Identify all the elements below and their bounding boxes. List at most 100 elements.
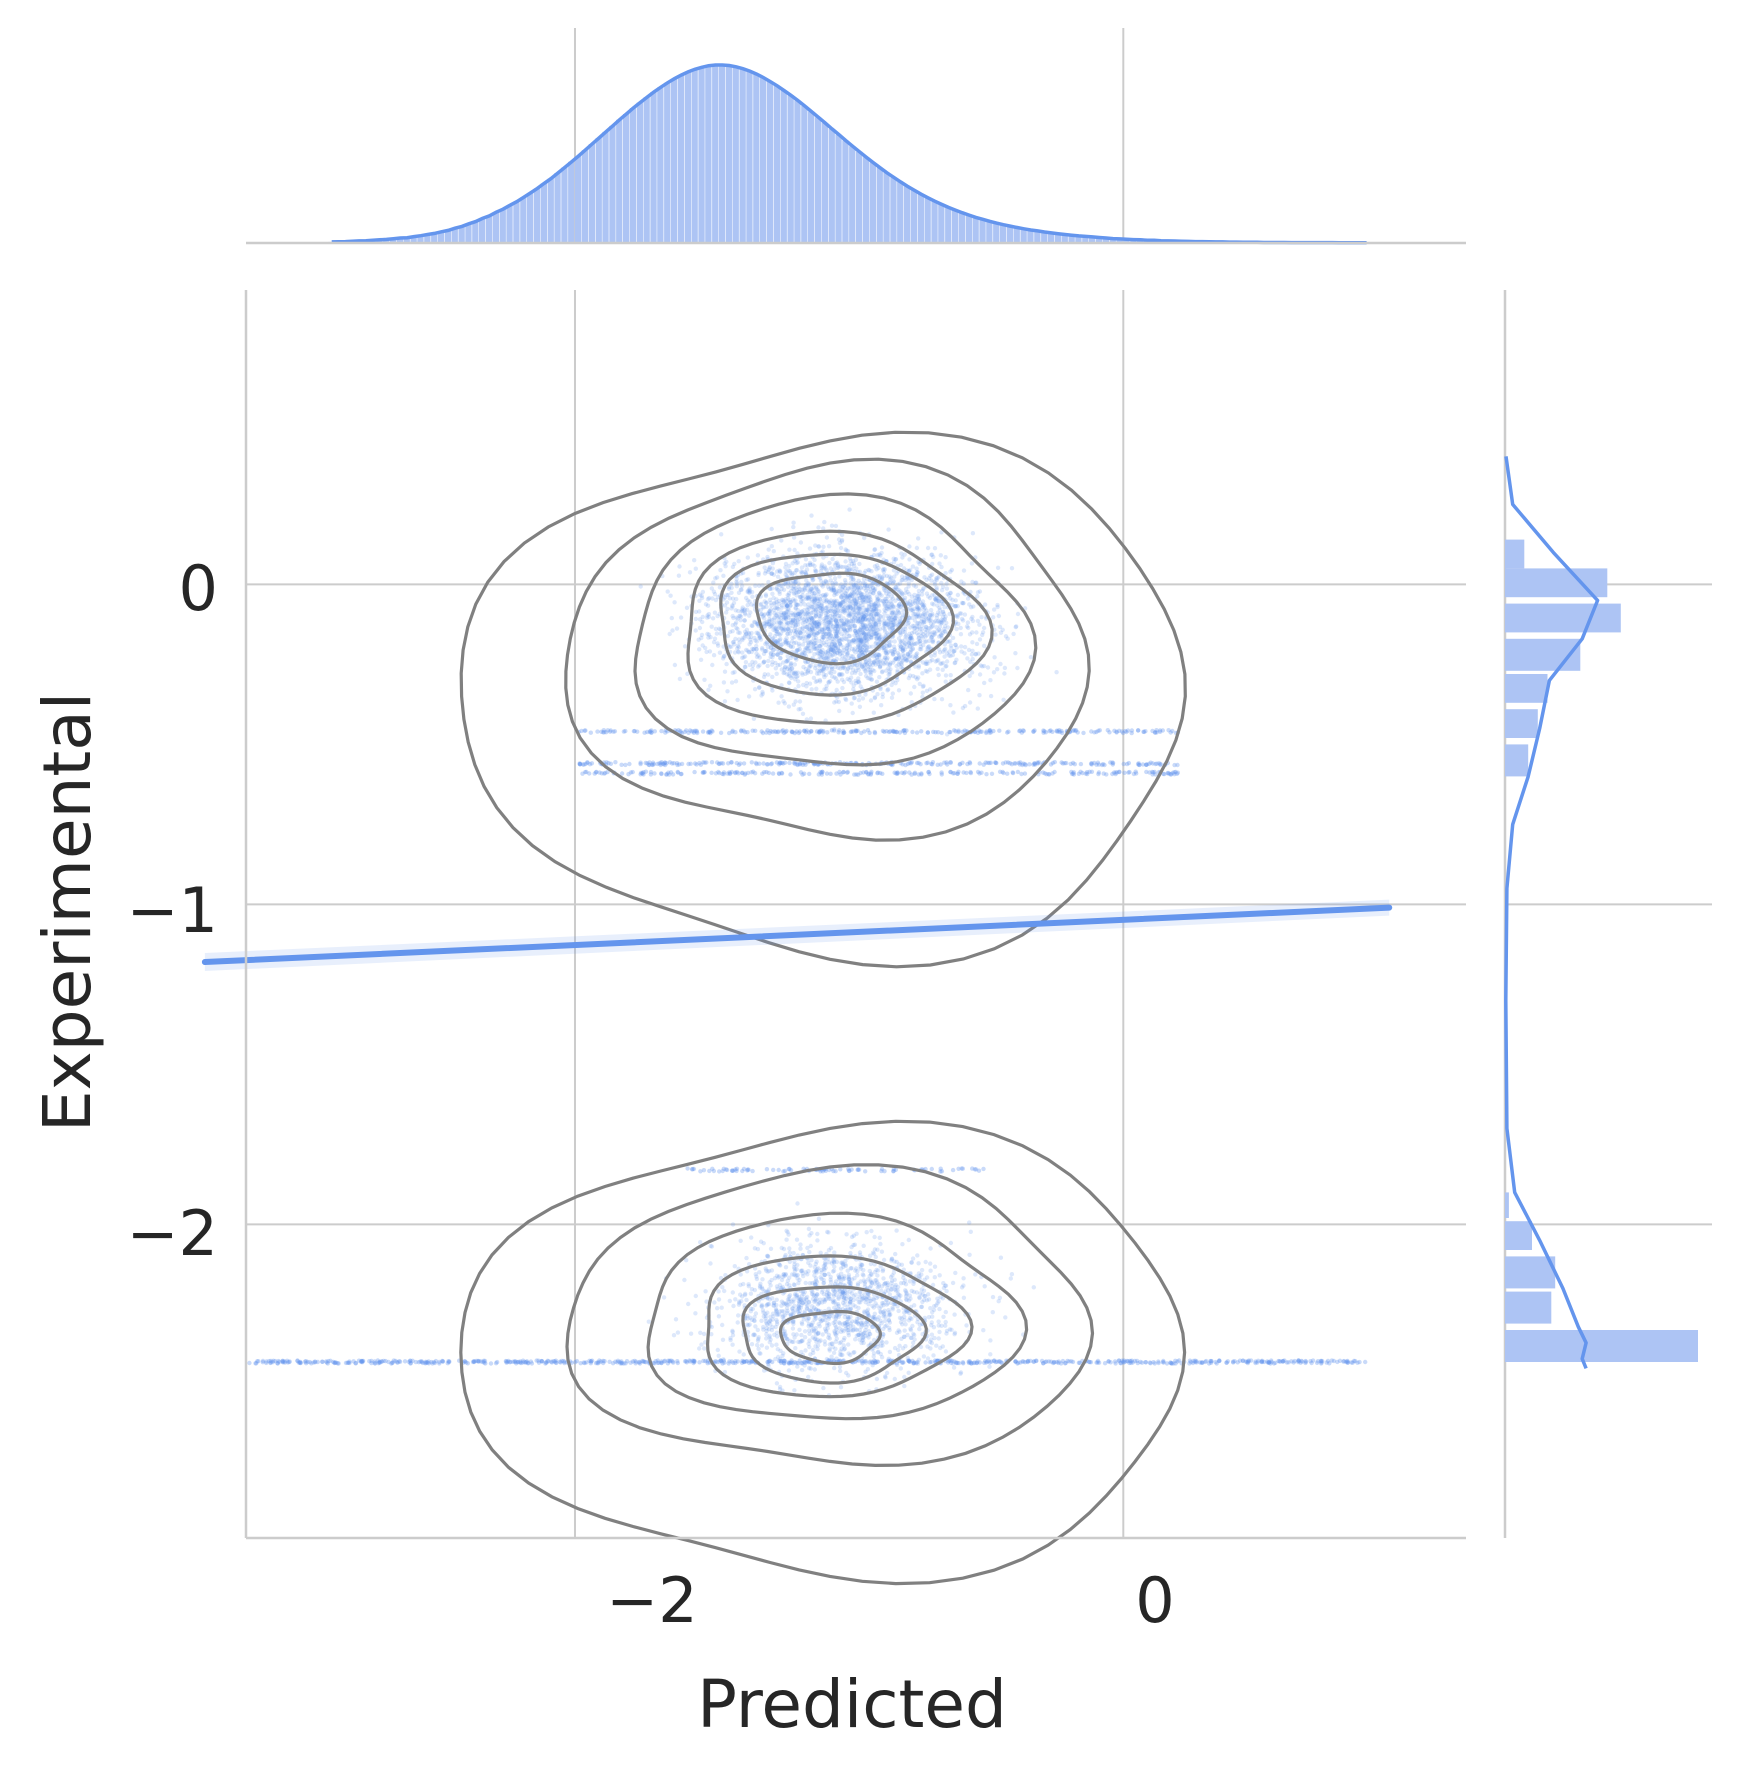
scatter-point: [887, 1349, 893, 1355]
scatter-point: [831, 658, 837, 663]
scatter-point: [858, 671, 863, 677]
scatter-point: [889, 602, 894, 607]
scatter-point: [864, 594, 869, 599]
scatter-point: [792, 1388, 797, 1393]
scatter-point: [829, 643, 834, 649]
scatter-point: [817, 643, 823, 649]
scatter-point: [812, 591, 817, 596]
scatter-point: [824, 592, 829, 597]
scatter-point: [781, 587, 787, 592]
scatter-point: [835, 629, 840, 634]
scatter-point: [884, 668, 889, 673]
scatter-point: [848, 618, 853, 624]
scatter-point: [845, 586, 851, 591]
scatter-point: [762, 648, 768, 654]
scatter-point: [897, 581, 903, 586]
scatter-point: [800, 626, 805, 631]
scatter-point: [693, 616, 698, 622]
scatter-point: [801, 1273, 806, 1279]
scatter-point: [724, 592, 729, 598]
scatter-point: [888, 575, 894, 580]
scatter-point: [868, 668, 873, 673]
scatter-point: [925, 645, 930, 650]
scatter-point: [742, 618, 747, 623]
scatter-point: [965, 656, 970, 661]
scatter-point: [730, 613, 735, 619]
scatter-point: [916, 632, 921, 638]
scatter-point: [702, 677, 707, 682]
scatter-point: [966, 625, 971, 630]
scatter-point: [732, 1264, 737, 1269]
scatter-point: [847, 633, 852, 639]
scatter-point: [902, 1383, 907, 1389]
scatter-point: [939, 697, 945, 702]
scatter-point: [697, 598, 702, 603]
scatter-point: [937, 607, 943, 612]
scatter-point: [880, 567, 886, 573]
scatter-point: [865, 645, 870, 650]
scatter-point: [809, 728, 814, 734]
scatter-point: [799, 587, 804, 593]
scatter-point: [730, 1222, 736, 1227]
scatter-point: [812, 591, 817, 596]
scatter-point: [744, 1255, 749, 1261]
scatter-point: [807, 627, 813, 632]
scatter-point: [803, 671, 808, 676]
scatter-point: [771, 638, 777, 643]
scatter-point: [869, 677, 875, 682]
scatter-point: [818, 614, 823, 619]
scatter-point: [845, 676, 850, 682]
scatter-point: [924, 633, 929, 638]
scatter-point: [741, 623, 746, 629]
scatter-point: [821, 1266, 826, 1272]
scatter-point: [981, 1328, 986, 1333]
scatter-point: [898, 1281, 904, 1286]
scatter-point: [716, 1353, 721, 1359]
scatter-point: [900, 648, 906, 654]
scatter-point: [829, 647, 835, 652]
scatter-point: [602, 730, 607, 735]
scatter-point: [820, 651, 826, 656]
scatter-point: [808, 1352, 813, 1357]
scatter-point: [910, 637, 915, 642]
scatter-point: [879, 550, 884, 556]
scatter-point: [869, 569, 874, 574]
scatter-point: [843, 696, 848, 701]
scatter-point: [871, 1354, 876, 1359]
scatter-point: [841, 648, 846, 653]
scatter-point: [877, 598, 882, 603]
scatter-point: [727, 585, 732, 590]
scatter-point: [863, 607, 869, 612]
scatter-point: [960, 729, 965, 734]
scatter-point: [870, 627, 876, 632]
scatter-point: [842, 582, 848, 587]
scatter-point: [834, 629, 840, 634]
scatter-point: [857, 631, 862, 636]
scatter-point: [757, 685, 762, 690]
scatter-point: [756, 1346, 761, 1352]
scatter-point: [875, 596, 880, 602]
scatter-point: [699, 595, 705, 601]
scatter-point: [885, 599, 890, 604]
scatter-point: [771, 621, 776, 626]
scatter-point: [738, 587, 743, 592]
scatter-point: [859, 639, 864, 644]
scatter-point: [930, 639, 936, 645]
scatter-point: [921, 612, 926, 617]
scatter-point: [874, 632, 879, 637]
scatter-point: [869, 660, 874, 666]
scatter-point: [807, 589, 813, 594]
scatter-point: [860, 1296, 865, 1302]
scatter-point: [777, 632, 783, 638]
scatter-point: [897, 1329, 902, 1335]
scatter-point: [752, 1302, 758, 1308]
scatter-point: [706, 632, 712, 637]
scatter-point: [1005, 730, 1010, 735]
scatter-point: [887, 580, 892, 586]
scatter-point: [718, 568, 723, 573]
scatter-point: [759, 1343, 765, 1348]
scatter-point: [893, 681, 898, 686]
scatter-point: [973, 580, 978, 585]
scatter-point: [902, 595, 908, 600]
scatter-point: [793, 671, 799, 676]
